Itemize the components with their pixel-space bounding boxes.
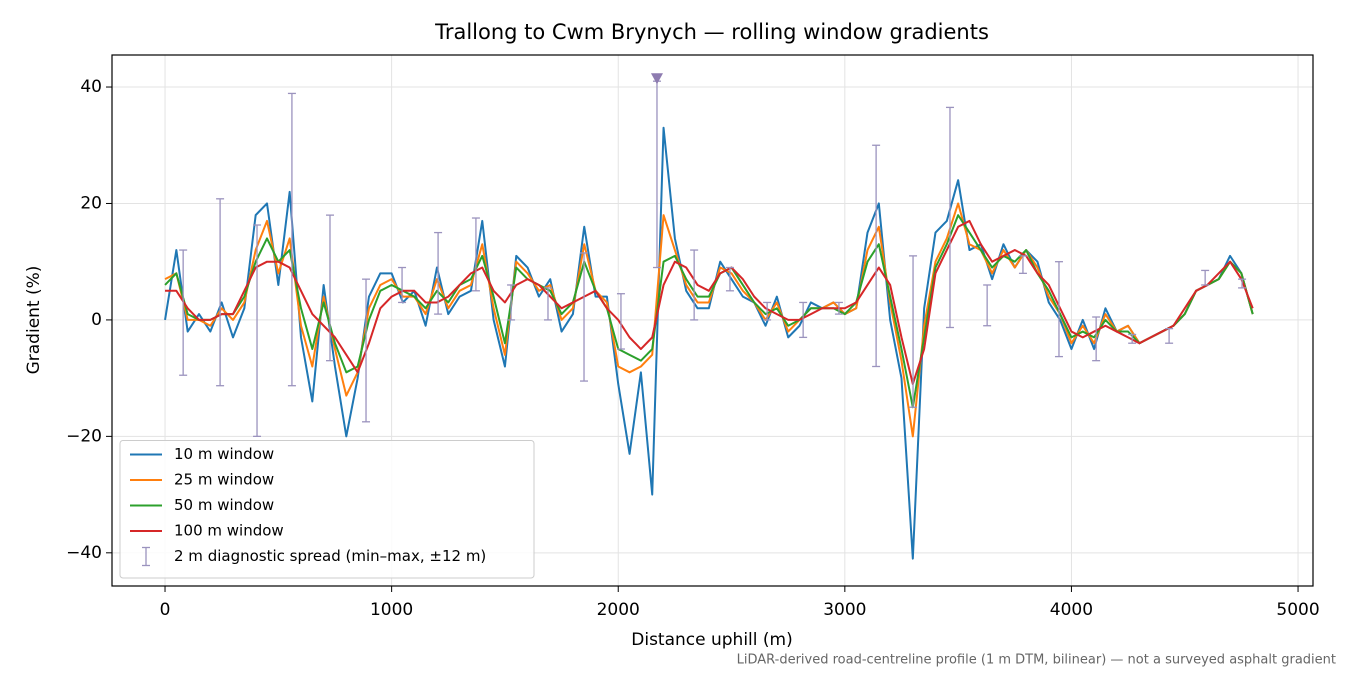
chart-title: Trallong to Cwm Brynych — rolling window… [434,20,989,44]
error-bar [434,231,443,315]
y-tick-label: −40 [66,543,102,563]
error-bar [580,252,589,382]
error-bar [1092,316,1101,362]
error-bar [507,284,516,321]
plot-area [164,80,1254,560]
error-bar [543,287,552,321]
series-line [165,219,1254,385]
y-tick-label: −20 [66,426,102,446]
clip-marker [650,73,663,85]
error-bar [1201,269,1210,286]
legend-label: 2 m diagnostic spread (min–max, ±12 m) [174,547,486,565]
error-bar [690,249,699,321]
y-tick-label: 20 [80,193,102,213]
error-bar [216,198,225,387]
y-tick-label: 40 [80,77,102,97]
error-bar [616,293,625,350]
error-bar [325,214,334,362]
x-tick-label: 2000 [597,600,640,620]
error-bar [1128,333,1137,344]
error-bar [1018,255,1027,274]
error-bar [763,301,772,321]
error-bar [983,284,992,327]
error-bar [725,266,734,292]
legend-label: 25 m window [174,471,274,489]
plot-frame [111,54,1314,587]
error-bar [1054,261,1063,358]
series-line [164,214,1254,409]
error-bar [834,301,843,315]
error-bar [799,301,808,339]
x-tick-label: 5000 [1276,600,1319,620]
legend-box [119,440,535,579]
error-bar [1165,328,1174,344]
x-tick-label: 4000 [1050,600,1093,620]
error-bar [253,224,262,438]
legend-label: 10 m window [174,445,274,463]
x-tick-label: 3000 [823,600,866,620]
legend-label: 100 m window [174,522,284,540]
x-axis-label: Distance uphill (m) [631,630,792,650]
x-tick-label: 0 [160,600,171,620]
error-bar [1238,278,1247,289]
error-bar [362,278,371,423]
y-tick-label: 0 [91,310,102,330]
error-bar [471,217,480,292]
error-bar [945,106,954,329]
footnote: LiDAR-derived road-centreline profile (1… [737,653,1336,668]
legend: 10 m window 25 m window 50 m window 100 m w… [119,440,535,579]
legend-label: 50 m window [174,496,274,514]
x-tick-label: 1000 [370,600,413,620]
error-bar [872,144,881,368]
error-bar [287,92,296,387]
y-axis-label: Gradient (%) [24,266,44,375]
error-bar [398,266,407,304]
series-line [164,126,1254,560]
error-bar [909,255,918,408]
series-line [164,202,1254,438]
error-bar [179,249,188,376]
